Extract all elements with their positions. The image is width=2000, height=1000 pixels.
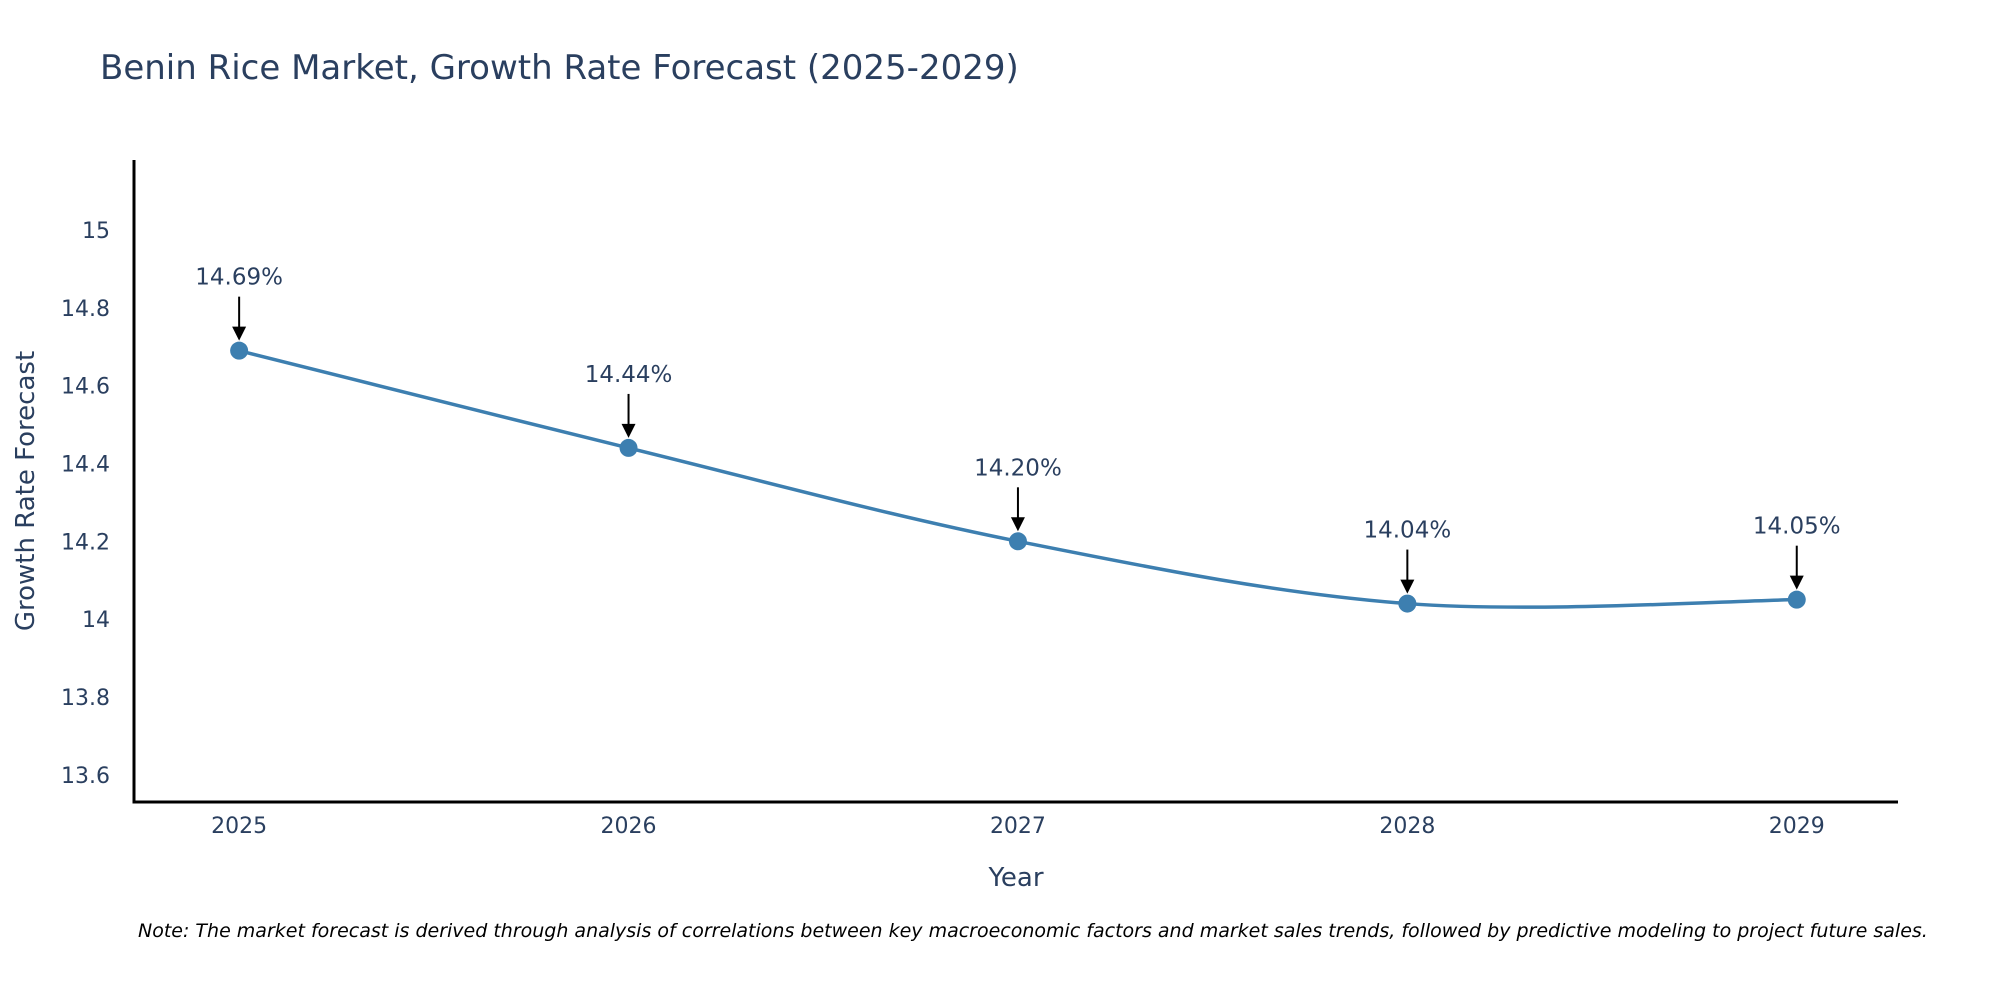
y-tick-label: 14.2 [61,530,110,555]
data-label: 14.69% [195,265,283,291]
y-tick-label: 13.8 [61,686,110,711]
y-tick-label: 15 [82,219,110,244]
x-axis-ticks: 2025 2026 2027 2028 2029 [211,814,1825,839]
axis-titles: Year Growth Rate Forecast [11,351,1044,893]
annotation-arrow-head [1010,517,1025,532]
y-tick-label: 13.6 [61,764,110,789]
x-tick-label: 2025 [211,814,267,839]
y-tick-label: 14.6 [61,375,110,400]
annotation-arrow-head [1400,579,1415,594]
data-label: 14.04% [1363,518,1451,544]
data-point [619,438,638,457]
data-point [1008,532,1027,551]
footnote: Note: The market forecast is derived thr… [138,920,1928,942]
data-label: 14.20% [974,455,1062,481]
data-point [1787,590,1806,609]
x-tick-label: 2026 [601,814,657,839]
axes [132,160,1898,804]
y-tick-label: 14 [82,608,110,633]
x-tick-label: 2029 [1769,814,1825,839]
y-axis-title: Growth Rate Forecast [11,351,41,631]
series [230,341,1806,613]
annotation-arrow-head [621,423,636,438]
annotation-arrow-head [1789,575,1804,590]
data-labels: 14.69% 14.44% 14.20% 14.04% 14.05% [195,265,1841,594]
y-axis-ticks: 13.6 13.8 14 14.2 14.4 14.6 14.8 15 [61,219,110,789]
y-tick-label: 14.8 [61,297,110,322]
x-tick-label: 2027 [990,814,1046,839]
x-axis-title: Year [987,863,1043,893]
data-point [1398,594,1417,613]
annotation-arrow-head [232,326,247,341]
chart-title: Benin Rice Market, Growth Rate Forecast … [100,48,1019,88]
y-tick-label: 14.4 [61,452,110,477]
data-label: 14.05% [1753,514,1841,540]
data-label: 14.44% [585,362,673,388]
x-tick-label: 2028 [1379,814,1435,839]
data-point [230,341,249,360]
